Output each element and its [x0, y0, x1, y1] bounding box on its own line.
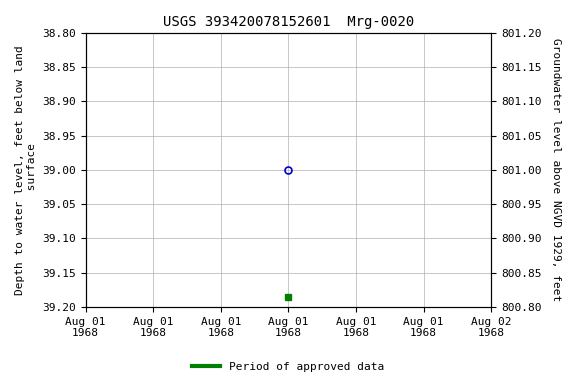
- Legend: Period of approved data: Period of approved data: [188, 358, 388, 377]
- Title: USGS 393420078152601  Mrg-0020: USGS 393420078152601 Mrg-0020: [163, 15, 414, 29]
- Y-axis label: Depth to water level, feet below land
 surface: Depth to water level, feet below land su…: [15, 45, 37, 295]
- Y-axis label: Groundwater level above NGVD 1929, feet: Groundwater level above NGVD 1929, feet: [551, 38, 561, 301]
